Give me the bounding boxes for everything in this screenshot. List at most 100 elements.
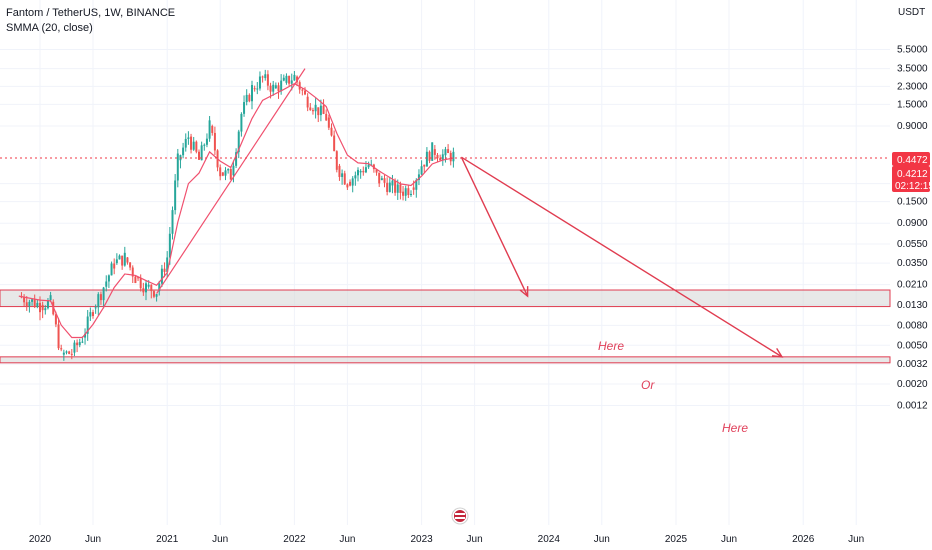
candle-body: [285, 75, 288, 83]
price-tag-lower: 0.4212 02:12:15: [892, 166, 932, 192]
candle-body: [213, 132, 216, 151]
candle-body: [343, 173, 346, 185]
candle-body: [219, 167, 222, 177]
candle-body: [62, 352, 65, 355]
candle-body: [36, 302, 39, 307]
candle-body: [296, 76, 299, 83]
candle-body: [94, 307, 97, 309]
candle-body: [160, 268, 163, 284]
support-zone: [0, 356, 891, 364]
candle-body: [375, 169, 378, 173]
candle-body: [168, 233, 171, 258]
candle-body: [211, 125, 214, 133]
candle-body: [364, 167, 367, 173]
candle-body: [264, 74, 267, 79]
candle-body: [433, 149, 436, 155]
arrow-head: [771, 348, 784, 358]
candle-body: [394, 180, 397, 193]
candle-body: [174, 180, 177, 211]
x-tick-label: 2024: [538, 534, 561, 545]
candle-body: [346, 184, 349, 188]
candle-body: [439, 158, 442, 161]
candle-body: [441, 154, 444, 161]
candle-body: [187, 137, 190, 139]
candle-body: [39, 302, 41, 313]
candle-body: [272, 84, 275, 92]
candle-body: [200, 145, 203, 161]
x-tick-label: 2022: [283, 534, 306, 545]
candle-body: [357, 169, 359, 176]
countdown: 02:12:15: [895, 181, 932, 192]
candle-body: [304, 90, 306, 95]
candle-body: [425, 151, 428, 167]
candle-body: [415, 179, 418, 190]
svg-text:0.4472: 0.4472: [897, 155, 928, 166]
candle-body: [256, 88, 259, 90]
y-tick-label: 0.0020: [897, 379, 928, 390]
candle-body: [142, 288, 145, 293]
candle-body: [28, 301, 31, 307]
candle-body: [282, 77, 285, 81]
candle-body: [386, 182, 389, 192]
candle-body: [277, 85, 280, 92]
candle-body: [123, 252, 126, 266]
candle-body: [49, 295, 52, 301]
candle-body: [367, 164, 370, 168]
candle-body: [31, 299, 34, 302]
x-tick-label: Jun: [721, 534, 737, 545]
candle-body: [330, 127, 333, 136]
forecast-arrow: [461, 156, 783, 358]
candle-body: [266, 74, 269, 86]
candle-body: [145, 283, 147, 293]
y-tick-label: 0.0080: [897, 320, 928, 331]
candle-body: [147, 284, 150, 287]
candle-body: [354, 175, 357, 179]
candle-body: [290, 80, 293, 84]
x-tick-label: Jun: [85, 534, 101, 545]
price-tag-upper: 0.4472: [892, 152, 930, 166]
y-tick-label: 3.5000: [897, 64, 928, 75]
candle-body: [258, 76, 261, 89]
legend-title: Fantom / TetherUS, 1W, BINANCE: [6, 7, 175, 19]
candle-body: [134, 276, 137, 284]
y-tick-label: 0.0130: [897, 300, 928, 311]
candle-body: [391, 180, 394, 186]
support-zones: [0, 289, 891, 364]
candle-body: [452, 151, 455, 162]
candle-body: [192, 141, 195, 150]
smma-path: [18, 82, 454, 339]
candle-body: [232, 165, 235, 176]
x-tick-label: Jun: [339, 534, 355, 545]
x-tick-label: 2026: [792, 534, 815, 545]
candle-body: [243, 102, 246, 114]
candle-body: [105, 281, 108, 287]
y-tick-label: 0.0900: [897, 218, 928, 229]
candle-body: [274, 85, 277, 89]
candle-body: [227, 169, 230, 171]
candle-body: [319, 105, 322, 116]
flag-icon[interactable]: [451, 507, 469, 525]
candle-body: [280, 80, 283, 92]
candle-body: [431, 142, 434, 161]
candle-body: [190, 136, 193, 150]
annotation-here-1: Here: [598, 339, 624, 353]
x-axis: 2020 Jun 2021 Jun 2022 Jun 2023 Jun 2024 Jun 2025 J…: [29, 534, 864, 545]
candle-body: [203, 144, 206, 146]
candle-body: [420, 166, 423, 175]
candle-body: [235, 152, 238, 166]
candle-body: [325, 113, 328, 121]
candle-body: [314, 104, 317, 112]
candle-body: [70, 353, 73, 355]
y-tick-label: 0.0350: [897, 258, 928, 269]
candle-body: [81, 341, 84, 343]
candle-body: [41, 304, 44, 311]
candle-body: [317, 107, 320, 116]
candle-body: [261, 76, 264, 78]
candle-body: [417, 174, 420, 180]
candle-body: [349, 181, 352, 186]
candle-body: [399, 184, 402, 193]
candle-body: [139, 277, 142, 289]
forecast-arrows: [460, 156, 784, 358]
candle-body: [158, 283, 161, 292]
